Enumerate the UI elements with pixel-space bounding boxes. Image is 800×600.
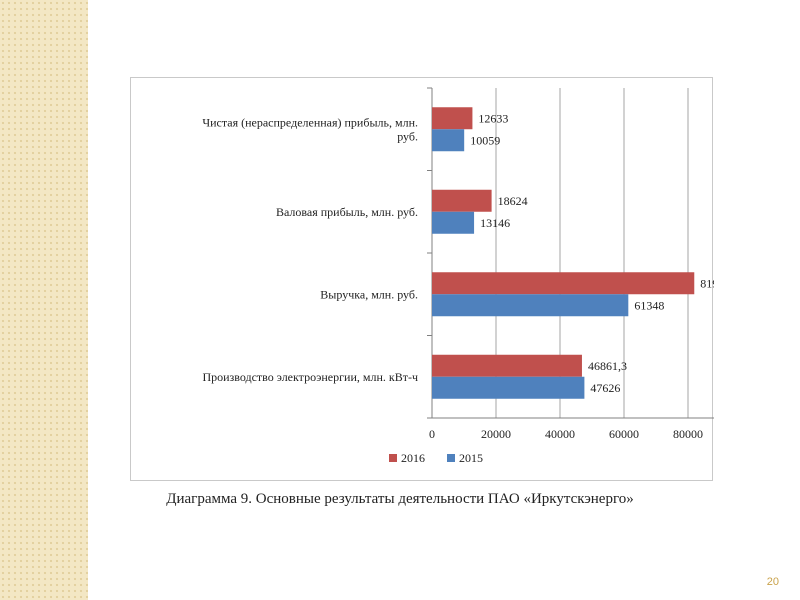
chart-frame: 0 20000 40000 60000 80000 12633 10059 Чистая (н…: [130, 77, 714, 481]
bar-2016: [432, 272, 695, 295]
category-label: Производство электроэнергии, млн. кВт-ч: [202, 370, 418, 384]
data-label: 18624: [498, 194, 528, 208]
data-label: 13146: [480, 216, 510, 230]
x-tick-label: 80000: [673, 427, 703, 441]
bar-2016: [432, 354, 582, 377]
category-label: Выручка, млн. руб.: [320, 287, 418, 301]
bar-2015: [432, 376, 585, 399]
chart-caption: Диаграмма 9. Основные результаты деятель…: [166, 491, 634, 507]
bar-2016: [432, 107, 473, 130]
category-label-line: Производство электроэнергии, млн. кВт-ч: [202, 370, 418, 384]
bar-chart: 0 20000 40000 60000 80000 12633 10059 Чистая (н…: [202, 87, 714, 465]
legend-label-2015: 2015: [459, 451, 483, 465]
x-tick-label: 0: [429, 427, 435, 441]
data-label: 10059: [470, 133, 500, 147]
category-label-line: Валовая прибыль, млн. руб.: [276, 205, 418, 219]
x-tick-label: 20000: [481, 427, 511, 441]
page-number: 20: [766, 576, 779, 588]
bar-2015: [432, 211, 475, 234]
legend-swatch-2015: [447, 454, 455, 462]
category-label-line: руб.: [397, 129, 418, 143]
x-tick-label: 60000: [609, 427, 639, 441]
category-label: Чистая (нераспределенная) прибыль, млн. р…: [202, 115, 418, 143]
data-label: 81960: [700, 276, 714, 290]
category-label-line: Чистая (нераспределенная) прибыль, млн.: [202, 115, 418, 129]
data-label: 12633: [478, 111, 508, 125]
legend-label-2016: 2016: [401, 451, 425, 465]
category-label-line: Выручка, млн. руб.: [320, 287, 418, 301]
data-label: 61348: [634, 298, 664, 312]
bar-2015: [432, 129, 465, 152]
data-label: 47626: [590, 381, 620, 395]
x-tick-label: 40000: [545, 427, 575, 441]
data-label: 46861,3: [588, 359, 627, 373]
bar-2016: [432, 189, 492, 212]
decorative-side-strip: [0, 0, 88, 600]
legend-swatch-2016: [389, 454, 397, 462]
category-label: Валовая прибыль, млн. руб.: [276, 205, 418, 219]
bar-2015: [432, 294, 629, 317]
